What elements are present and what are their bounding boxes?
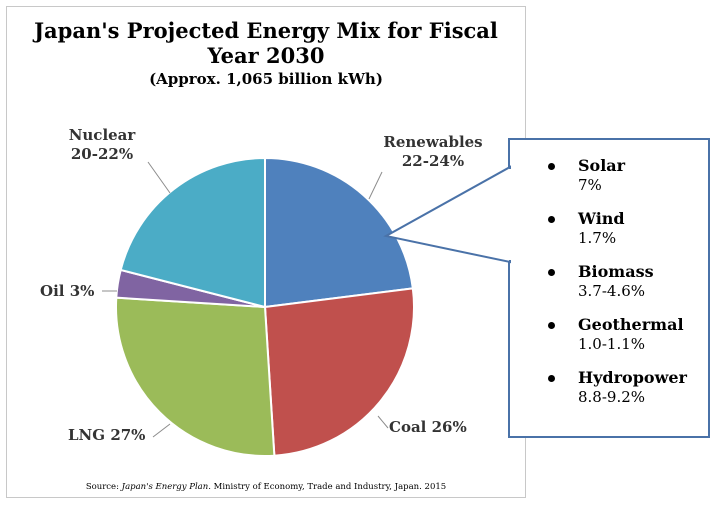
breakdown-item-geothermal: Geothermal 1.0-1.1%	[510, 315, 708, 368]
chart-title: Japan's Projected Energy Mix for Fiscal …	[34, 18, 498, 68]
label-lng-value: 27%	[110, 426, 146, 444]
label-lng-name: LNG	[68, 426, 106, 444]
breakdown-name: Hydropower	[578, 368, 687, 387]
callout-pointer	[383, 165, 511, 264]
bullet-icon	[548, 322, 555, 329]
pie-slice-coal	[263, 287, 415, 457]
chart-subtitle: (Approx. 1,065 billion kWh)	[149, 70, 383, 88]
breakdown-name: Biomass	[578, 262, 654, 281]
pie-slice-renewables	[264, 156, 414, 309]
label-nuclear-name: Nuclear	[68, 126, 136, 144]
breakdown-item-hydropower: Hydropower 8.8-9.2%	[510, 368, 708, 421]
bullet-icon	[548, 163, 555, 170]
leader-line-nuclear	[147, 161, 171, 194]
breakdown-value: 8.8-9.2%	[578, 388, 646, 406]
bullet-icon	[548, 216, 555, 223]
bullet-icon	[548, 269, 555, 276]
breakdown-name: Wind	[578, 209, 625, 228]
source-publication: Japan's Energy Plan	[121, 482, 209, 492]
label-nuclear: Nuclear 20-22%	[62, 126, 142, 164]
pie-slice-lng	[115, 296, 276, 457]
breakdown-value: 3.7-4.6%	[578, 282, 646, 300]
breakdown-item-wind: Wind 1.7%	[510, 209, 708, 262]
label-coal-name: Coal	[389, 418, 427, 436]
pie-slice-nuclear	[119, 156, 266, 309]
label-renewables-value: 22-24%	[401, 152, 465, 170]
breakdown-item-solar: Solar 7%	[510, 156, 708, 209]
breakdown-value: 1.7%	[578, 229, 617, 247]
source-prefix: Source:	[85, 482, 122, 492]
renewables-breakdown-box: Solar 7% Wind 1.7% Biomass 3.7-4.6% Geot…	[508, 138, 710, 438]
label-coal-value: 26%	[431, 418, 467, 436]
label-renewables-name: Renewables	[383, 133, 483, 151]
leader-line-coal	[377, 415, 389, 429]
label-nuclear-value: 20-22%	[70, 145, 134, 163]
source-rest: . Ministry of Economy, Trade and Industr…	[208, 482, 447, 492]
leader-line-renewables	[368, 171, 383, 200]
label-lng: LNG 27%	[68, 426, 145, 445]
callout-pointer-mask	[509, 169, 514, 260]
label-coal: Coal 26%	[389, 418, 467, 437]
breakdown-name: Solar	[578, 156, 626, 175]
label-oil-name: Oil	[40, 282, 65, 300]
breakdown-value: 7%	[578, 176, 602, 194]
breakdown-value: 1.0-1.1%	[578, 335, 646, 353]
bullet-icon	[548, 375, 555, 382]
breakdown-name: Geothermal	[578, 315, 684, 334]
label-oil-value: 3%	[69, 282, 95, 300]
renewables-breakdown-list: Solar 7% Wind 1.7% Biomass 3.7-4.6% Geot…	[510, 140, 708, 421]
leader-line-lng	[152, 423, 171, 438]
breakdown-item-biomass: Biomass 3.7-4.6%	[510, 262, 708, 315]
label-renewables: Renewables 22-24%	[378, 133, 488, 171]
source-note: Source: Japan's Energy Plan. Ministry of…	[6, 482, 526, 492]
label-oil: Oil 3%	[40, 282, 94, 301]
